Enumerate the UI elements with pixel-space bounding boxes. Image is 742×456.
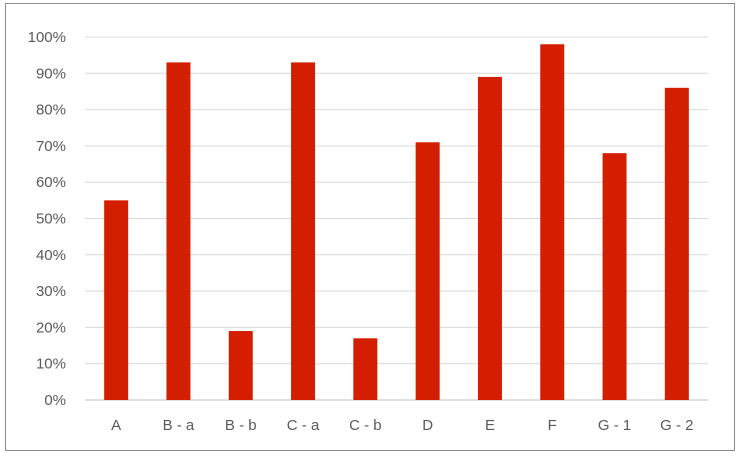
x-tick-label: C - a [287,417,320,434]
y-tick-label: 50% [36,211,66,228]
x-tick-label: A [111,417,121,434]
y-tick-label: 80% [36,102,66,119]
bar-c-a [291,62,316,400]
bar-e [477,76,502,401]
bar-f [540,44,565,400]
y-tick-label: 90% [36,65,66,82]
x-tick-label: C - b [349,417,382,434]
y-tick-label: 30% [36,283,66,300]
x-tick-label: G - 2 [660,417,693,434]
y-tick-label: 40% [36,247,66,264]
bar-d [415,142,440,400]
bar-c-b [353,338,378,400]
y-tick-label: 20% [36,319,66,336]
y-tick-label: 60% [36,174,66,191]
x-tick-label: G - 1 [598,417,631,434]
x-tick-label: F [548,417,557,434]
x-tick-label: B - b [225,417,257,434]
y-tick-label: 10% [36,356,66,373]
y-tick-label: 0% [44,392,66,409]
bar-b-a [166,62,191,400]
x-tick-label: B - a [163,417,195,434]
bar-b-b [228,331,253,400]
bar-g-1 [602,153,627,400]
x-tick-label: D [422,417,433,434]
bar-a [104,200,129,400]
x-tick-label: E [485,417,495,434]
y-tick-label: 100% [28,29,66,46]
bar-g-2 [664,87,689,400]
y-tick-label: 70% [36,138,66,155]
